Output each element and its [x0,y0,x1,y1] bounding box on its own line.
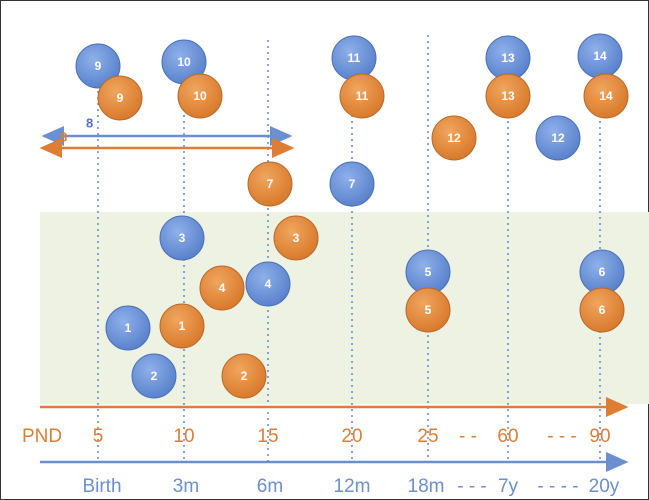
node-label: 1 [179,319,186,333]
pnd-label: 60 [497,426,518,447]
node [105,305,151,351]
node-label: 2 [241,369,248,383]
node-label: 10 [193,89,207,103]
node-label: 6 [599,303,606,317]
node-label: 11 [356,89,369,103]
pnd-label: 90 [589,426,610,447]
node-label: 9 [95,59,102,73]
node [247,161,293,207]
node-label: 14 [599,89,613,103]
node-label: 13 [501,89,515,103]
node [579,287,625,333]
pnd-label: - - - [547,426,577,447]
node-label: 11 [348,51,361,65]
node [405,287,451,333]
node [177,73,223,119]
node [159,215,205,261]
pnd-label: - - [459,426,477,447]
pnd-label: 15 [257,426,278,447]
node [339,73,385,119]
age-label: - - - - [537,476,578,497]
range-label: 8 [60,129,67,144]
node-label: 10 [177,55,191,69]
node-label: 6 [599,265,606,279]
node [431,115,477,161]
pnd-label: 10 [173,426,194,447]
pnd-label: 25 [417,426,438,447]
pnd-label: 20 [341,426,362,447]
node [245,261,291,307]
node [97,75,143,121]
node [329,161,375,207]
age-label: 6m [257,476,283,497]
node [583,73,629,119]
node-label: 1 [125,321,132,335]
node-label: 12 [551,131,565,145]
node [535,115,581,161]
age-label: 12m [334,476,371,497]
range-label: 8 [86,115,93,130]
axis-title: PND [22,426,62,447]
age-label: 18m [408,476,445,497]
age-label: Birth [82,476,121,497]
node-label: 5 [425,265,432,279]
node-label: 7 [267,177,274,191]
node-label: 4 [219,281,226,295]
node [75,43,121,89]
age-label: 20y [589,476,620,497]
age-label: 7y [498,476,519,497]
node-label: 3 [293,231,300,245]
node-label: 12 [447,131,461,145]
node [159,303,205,349]
node-label: 9 [117,91,124,105]
node-label: 7 [349,177,356,191]
node-label: 3 [179,231,186,245]
node-label: 4 [265,277,272,291]
node-label: 2 [151,369,158,383]
node [131,353,177,399]
age-label: - - - [457,476,487,497]
node [273,215,319,261]
node-label: 14 [593,49,607,63]
node [199,265,245,311]
node-label: 13 [501,51,515,65]
pnd-label: 5 [93,426,104,447]
age-label: 3m [173,476,199,497]
guides [97,35,601,462]
node-label: 5 [425,303,432,317]
node [221,353,267,399]
node [485,73,531,119]
